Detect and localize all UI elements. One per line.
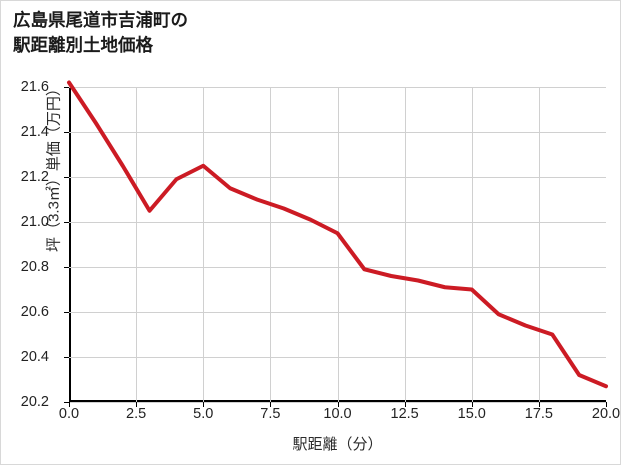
gridline-vertical	[337, 87, 339, 402]
x-tick-mark	[337, 402, 339, 407]
y-tick-mark	[64, 267, 69, 268]
x-tick-label: 17.5	[524, 406, 553, 422]
y-tick-mark	[64, 312, 69, 313]
x-tick-mark	[471, 402, 473, 407]
x-tick-label: 10.0	[323, 406, 352, 422]
x-tick-label: 0.0	[58, 406, 80, 422]
y-tick-mark	[64, 222, 69, 223]
price-trend-polyline	[67, 80, 608, 389]
gridline-vertical	[404, 87, 406, 402]
y-tick-mark	[64, 177, 69, 178]
x-tick-mark	[404, 402, 406, 407]
y-tick-label: 21.4	[20, 124, 49, 140]
plot-area: 20.2 20.4 20.6 20.8 21.0 21.2 21.4 21.6 0.0 2.5 5…	[21, 79, 620, 422]
y-tick-mark	[64, 357, 69, 358]
gridline-vertical	[270, 87, 272, 402]
y-tick-mark	[64, 87, 69, 88]
x-tick-label: 12.5	[390, 406, 419, 422]
y-tick-label: 20.6	[20, 304, 49, 320]
y-tick-label: 20.4	[20, 349, 49, 365]
x-tick-mark	[203, 402, 205, 407]
y-tick-mark	[64, 402, 69, 403]
y-tick-label: 20.8	[20, 259, 49, 275]
gridline-vertical	[136, 87, 138, 402]
gridline-vertical	[471, 87, 473, 402]
gridline-vertical	[203, 87, 205, 402]
y-tick-label: 21.0	[20, 214, 49, 230]
x-tick-label: 5.0	[193, 406, 214, 422]
y-tick-label: 20.2	[20, 394, 49, 410]
x-tick-mark	[606, 402, 607, 407]
y-tick-mark	[64, 132, 69, 133]
x-tick-mark	[136, 402, 138, 407]
x-tick-mark	[270, 402, 272, 407]
gridline-vertical	[538, 87, 540, 402]
x-tick-label: 2.5	[126, 406, 147, 422]
y-axis-spine	[69, 87, 71, 402]
y-tick-label: 21.2	[20, 169, 49, 185]
x-tick-mark	[538, 402, 540, 407]
x-tick-label: 15.0	[457, 406, 486, 422]
x-axis-label: 駅距離（分）	[292, 436, 383, 453]
chart-title: 広島県尾道市吉浦町の 駅距離別土地価格	[13, 10, 188, 55]
x-tick-mark	[69, 402, 70, 407]
x-tick-label: 7.5	[260, 406, 281, 422]
y-tick-label: 21.6	[20, 79, 49, 95]
data-line-series	[67, 80, 608, 389]
x-tick-label: 20.0	[591, 406, 621, 422]
